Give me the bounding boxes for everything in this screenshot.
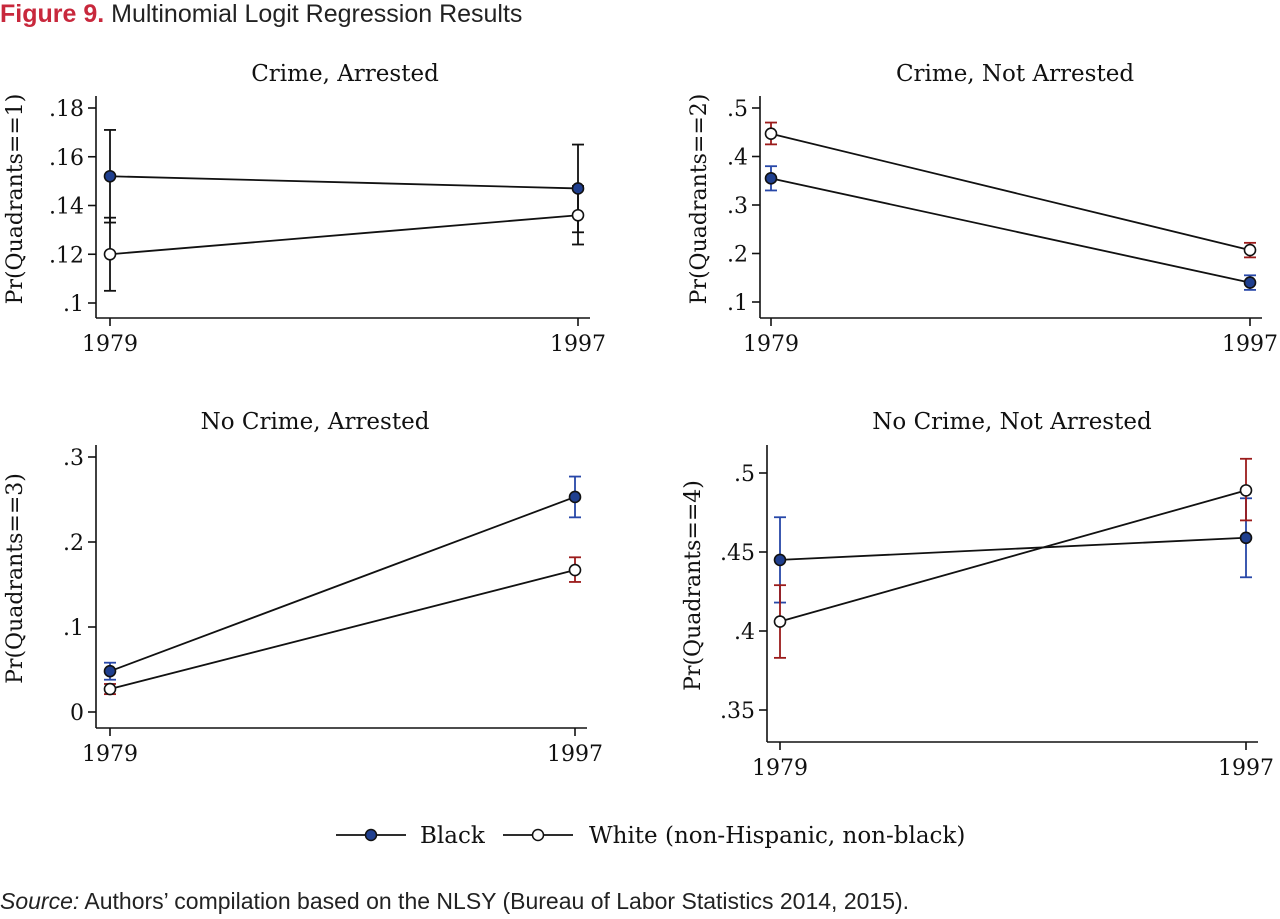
y-tick-label: .3 xyxy=(63,446,84,471)
panel-title: Crime, Not Arrested xyxy=(896,61,1134,87)
y-tick-label: .2 xyxy=(727,243,748,268)
chart-panel-4: No Crime, Not Arrested Pr(Quadrants==4) .3… xyxy=(681,409,1274,781)
panel-title: Crime, Arrested xyxy=(251,61,439,87)
legend: Black White (non-Hispanic, non-black) xyxy=(336,823,965,849)
y-tick-label: .18 xyxy=(49,97,84,122)
x-tick-label: 1997 xyxy=(1222,332,1278,357)
y-axis-label: Pr(Quadrants==2) xyxy=(687,94,712,305)
y-tick-label: .5 xyxy=(727,97,748,122)
figure-title: Figure 9. Multinomial Logit Regression R… xyxy=(0,0,522,30)
chart-panel-2: Crime, Not Arrested Pr(Quadrants==2) .1 .2.… xyxy=(687,61,1278,357)
data-point-white xyxy=(103,682,117,696)
panel-title: No Crime, Arrested xyxy=(201,409,430,435)
y-axis-label: Pr(Quadrants==3) xyxy=(3,473,28,684)
legend-marker-white xyxy=(531,828,545,842)
series-line-white xyxy=(109,214,579,256)
y-tick-label: .2 xyxy=(63,531,84,556)
figure-label: Figure 9. xyxy=(0,0,105,28)
x-tick-label: 1979 xyxy=(82,742,138,767)
y-tick-label: .1 xyxy=(63,616,84,641)
y-tick-label: .5 xyxy=(734,462,755,487)
series-line-black xyxy=(779,536,1247,561)
chart-panel-3: No Crime, Arrested Pr(Quadrants==3) 0 .1 .2.… xyxy=(3,409,603,767)
source-note: Source: Authors’ compilation based on th… xyxy=(0,888,909,915)
y-axis-label: Pr(Quadrants==1) xyxy=(3,94,28,305)
x-tick-label: 1979 xyxy=(743,332,799,357)
data-point-white xyxy=(773,615,787,628)
data-point-white xyxy=(571,208,585,222)
y-tick-label: 0 xyxy=(70,701,84,726)
data-point-black xyxy=(571,182,585,195)
data-point-black xyxy=(1243,276,1257,289)
figure-title-text: Multinomial Logit Regression Results xyxy=(111,0,523,28)
source-text: Authors’ compilation based on the NLSY (… xyxy=(79,888,910,914)
y-tick-label: .4 xyxy=(734,620,755,645)
panel-title: No Crime, Not Arrested xyxy=(872,409,1152,435)
source-lead: Source: xyxy=(0,888,80,914)
series-line-white xyxy=(770,132,1251,251)
x-tick-label: 1979 xyxy=(82,332,138,357)
series-line-black xyxy=(109,175,579,190)
series-line-white xyxy=(779,489,1247,623)
y-tick-label: .12 xyxy=(49,243,84,268)
x-tick-label: 1997 xyxy=(1218,756,1274,781)
data-point-black xyxy=(764,172,778,185)
x-tick-label: 1979 xyxy=(752,756,808,781)
y-tick-label: .14 xyxy=(49,195,84,220)
y-tick-label: .3 xyxy=(727,194,748,219)
y-tick-label: .4 xyxy=(727,146,748,171)
legend-marker-black xyxy=(364,828,378,842)
data-point-black xyxy=(773,553,787,567)
data-point-black xyxy=(1239,531,1253,545)
series-line-black xyxy=(109,496,576,673)
series-line-black xyxy=(770,177,1251,284)
legend-label-white: White (non-Hispanic, non-black) xyxy=(589,823,965,849)
data-point-black xyxy=(568,490,582,504)
y-tick-label: .1 xyxy=(727,291,748,316)
data-point-white xyxy=(1239,484,1253,497)
x-tick-label: 1997 xyxy=(550,332,606,357)
series-line-white xyxy=(109,569,576,690)
data-point-white xyxy=(568,563,582,577)
chart-panels: Crime, Arrested Pr(Quadrants==1) .1 .12 .14.… xyxy=(3,61,1278,781)
y-tick-label: .35 xyxy=(720,699,755,724)
data-point-black xyxy=(103,664,117,678)
y-tick-label: .45 xyxy=(720,541,755,566)
data-point-white xyxy=(103,247,117,261)
legend-label-black: Black xyxy=(420,823,486,849)
chart-panel-1: Crime, Arrested Pr(Quadrants==1) .1 .12 .14.… xyxy=(3,61,606,357)
y-tick-label: .16 xyxy=(49,146,84,171)
x-tick-label: 1997 xyxy=(547,742,603,767)
data-point-white xyxy=(764,127,778,141)
y-axis-label: Pr(Quadrants==4) xyxy=(681,480,706,691)
y-tick-label: .1 xyxy=(63,292,84,317)
data-point-white xyxy=(1243,243,1257,257)
data-point-black xyxy=(103,169,117,183)
